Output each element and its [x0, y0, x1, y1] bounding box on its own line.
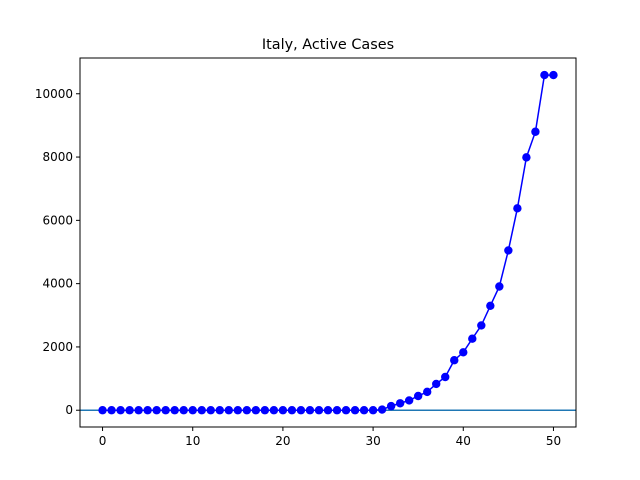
- data-point: [450, 356, 459, 365]
- data-point: [107, 406, 116, 415]
- y-tick-label: 6000: [42, 213, 73, 227]
- x-tick-label: 0: [99, 434, 107, 448]
- data-point: [350, 406, 360, 415]
- data-point: [441, 372, 450, 382]
- x-tick-label: 10: [185, 434, 200, 448]
- data-point: [251, 406, 261, 415]
- data-point: [549, 70, 558, 80]
- data-point: [260, 406, 270, 415]
- data-point: [341, 406, 351, 415]
- y-tick-label: 10000: [35, 87, 73, 101]
- data-point: [314, 406, 324, 415]
- data-point: [152, 406, 161, 415]
- data-point: [188, 406, 197, 415]
- data-point: [134, 406, 143, 415]
- x-tick-label: 40: [456, 434, 471, 448]
- data-point: [224, 406, 233, 415]
- data-point: [432, 379, 441, 389]
- data-point: [359, 406, 369, 415]
- data-point: [125, 406, 134, 415]
- data-point: [98, 406, 107, 415]
- x-tick-label: 20: [275, 434, 290, 448]
- data-point: [197, 406, 206, 415]
- y-tick-label: 2000: [42, 340, 73, 354]
- data-point: [404, 396, 414, 405]
- data-point: [413, 391, 423, 401]
- data-point: [486, 301, 495, 310]
- data-point: [215, 406, 224, 415]
- data-point: [242, 406, 252, 415]
- data-point: [332, 406, 342, 415]
- data-point: [161, 406, 170, 415]
- y-tick-label: 0: [65, 403, 73, 417]
- y-tick-label: 4000: [42, 277, 73, 291]
- plot-area: 0 10 20 30 40 50 0 2000 4000 6000 8000 10000: [35, 70, 576, 448]
- data-point: [323, 406, 333, 415]
- x-tick-label: 30: [365, 434, 380, 448]
- data-point: [278, 406, 288, 415]
- data-point: [477, 321, 486, 330]
- data-point: [522, 153, 531, 162]
- data-point: [179, 406, 188, 415]
- data-point: [116, 406, 125, 415]
- data-point: [206, 406, 215, 415]
- chart-title: Italy, Active Cases: [262, 37, 394, 53]
- data-point: [296, 406, 306, 415]
- axes-frame: [79, 57, 577, 428]
- data-point: [468, 334, 477, 343]
- x-tick-label: 50: [546, 434, 561, 448]
- data-point: [233, 406, 243, 415]
- data-point: [504, 246, 513, 255]
- data-point: [170, 406, 179, 415]
- data-point: [395, 399, 405, 408]
- data-point: [540, 70, 549, 80]
- data-point: [143, 406, 152, 415]
- data-point: [287, 406, 297, 415]
- data-point: [386, 401, 396, 411]
- data-point: [269, 406, 279, 415]
- data-point: [377, 405, 387, 414]
- y-tick-label: 8000: [42, 150, 73, 164]
- data-point: [423, 387, 432, 397]
- data-point: [513, 204, 522, 213]
- data-point: [531, 127, 540, 136]
- data-point: [459, 348, 468, 357]
- data-point: [305, 406, 315, 415]
- data-point: [368, 406, 378, 415]
- data-point: [495, 282, 504, 291]
